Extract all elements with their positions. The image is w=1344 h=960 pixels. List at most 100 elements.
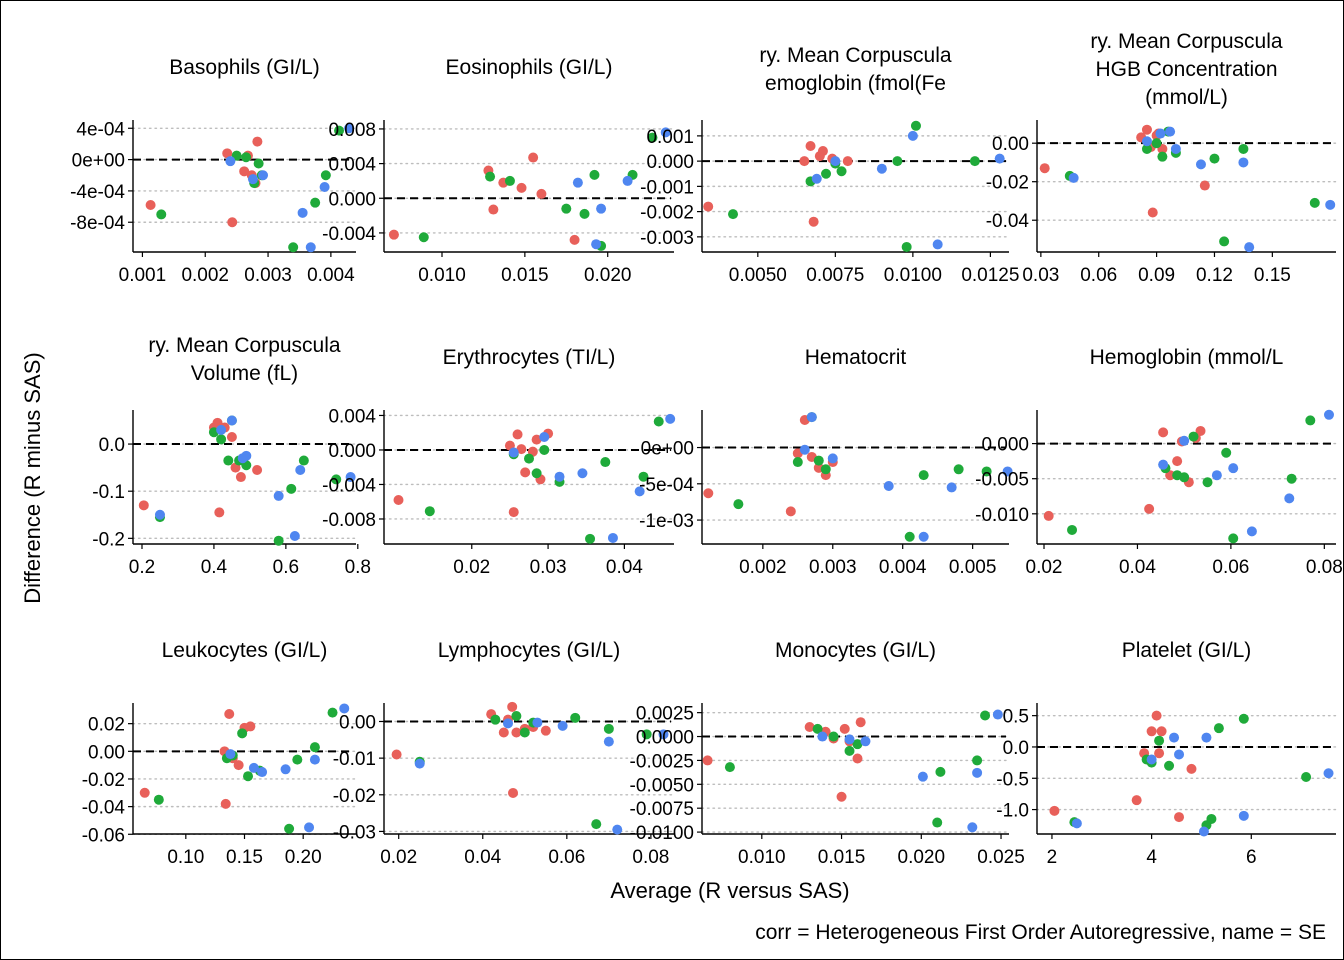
x-tick-label: 0.09 bbox=[1138, 265, 1175, 286]
data-point-red bbox=[393, 495, 404, 505]
data-point-red bbox=[785, 506, 796, 517]
y-tick-label: -0.04 bbox=[82, 798, 126, 819]
panel: Platelet (GI/L) 0.5 0.0 -0.5 -1.0 2 4 6 bbox=[996, 639, 1337, 868]
y-tick-label: 0.00 bbox=[339, 712, 376, 733]
data-point-green bbox=[901, 241, 912, 252]
data-point-red bbox=[1141, 124, 1152, 135]
data-point-green bbox=[561, 203, 572, 214]
y-tick-label: -0.0050 bbox=[630, 775, 694, 796]
data-point-blue bbox=[289, 530, 300, 541]
data-point-green bbox=[570, 712, 581, 723]
data-point-green bbox=[286, 483, 297, 494]
y-tick-label: 0.0025 bbox=[636, 704, 694, 725]
y-tick-label: -0.003 bbox=[640, 228, 694, 249]
y-tick-label: -0.004 bbox=[322, 224, 376, 245]
data-point-red bbox=[1165, 470, 1176, 481]
y-tick-label: -0.010 bbox=[975, 505, 1029, 526]
data-point-blue bbox=[1325, 199, 1336, 210]
data-point-green bbox=[298, 455, 309, 466]
x-tick-label: 0.010 bbox=[738, 847, 786, 868]
data-point-blue bbox=[907, 130, 918, 141]
x-tick-label: 0.003 bbox=[809, 557, 857, 578]
data-point-blue bbox=[305, 242, 316, 253]
panel: Monocytes (GI/L) 0.0025 0.0000-0.0025 -0.00… bbox=[630, 639, 1025, 868]
data-point-red bbox=[528, 152, 539, 163]
data-point-blue bbox=[248, 762, 259, 773]
data-point-blue bbox=[992, 709, 1003, 720]
data-point-blue bbox=[1179, 435, 1190, 446]
y-tick-label: 0e+00 bbox=[72, 151, 125, 172]
y-tick-label: -4e-04 bbox=[70, 182, 125, 203]
data-point-green bbox=[1067, 524, 1078, 535]
data-point-red bbox=[1195, 425, 1206, 436]
panel-title: Hemoglobin (mmol/L bbox=[1090, 346, 1284, 369]
data-point-red bbox=[839, 723, 850, 734]
panel: ry. Mean Corpuscula HGB Concentration (mmo… bbox=[986, 30, 1337, 286]
data-point-green bbox=[424, 506, 435, 517]
data-point-blue bbox=[612, 824, 623, 835]
data-point-blue bbox=[806, 412, 817, 423]
y-tick-label: -0.001 bbox=[640, 177, 694, 198]
data-point-green bbox=[1154, 735, 1165, 746]
data-point-blue bbox=[557, 720, 568, 731]
data-point-green bbox=[1164, 760, 1175, 771]
panel: Eosinophils (GI/L) 0.008 0.004 0.000 -0.004 0… bbox=[322, 56, 675, 286]
data-point-green bbox=[647, 132, 658, 143]
data-point-red bbox=[817, 146, 828, 157]
data-point-green bbox=[980, 710, 991, 721]
data-point-blue bbox=[860, 736, 871, 747]
data-point-blue bbox=[844, 734, 855, 745]
data-point-green bbox=[1238, 143, 1249, 154]
y-tick-label: 0.000 bbox=[981, 435, 1029, 456]
data-point-blue bbox=[917, 771, 928, 782]
y-tick-label: -5e-04 bbox=[639, 475, 694, 496]
data-point-green bbox=[511, 710, 522, 721]
y-tick-label: -1e-03 bbox=[639, 511, 694, 532]
x-tick-label: 0.06 bbox=[548, 847, 585, 868]
panel: ry. Mean Corpuscula emoglobin (fmol(Fe 0.0… bbox=[640, 44, 1019, 286]
y-tick-label: 0e+00 bbox=[641, 439, 694, 460]
data-point-blue bbox=[634, 486, 645, 497]
data-point-blue bbox=[918, 531, 929, 542]
data-point-green bbox=[1309, 197, 1320, 208]
data-point-red bbox=[1151, 710, 1162, 721]
data-point-green bbox=[1213, 723, 1224, 734]
y-axis-title: Difference (R minus SAS) bbox=[20, 352, 45, 603]
data-point-green bbox=[153, 794, 164, 805]
y-tick-label: -0.02 bbox=[333, 786, 376, 807]
x-tick-label: 0.02 bbox=[380, 847, 417, 868]
y-tick-label: -0.004 bbox=[322, 475, 376, 496]
y-tick-label: 0.000 bbox=[328, 189, 376, 210]
data-point-green bbox=[1286, 473, 1297, 484]
x-tick-label: 0.06 bbox=[1212, 557, 1249, 578]
data-point-blue bbox=[1002, 466, 1013, 477]
y-tick-label: -0.2 bbox=[92, 529, 125, 550]
x-tick-label: 0.002 bbox=[739, 557, 787, 578]
panel-title: Leukocytes (GI/L) bbox=[162, 639, 328, 662]
data-point-green bbox=[600, 457, 611, 468]
data-point-blue bbox=[502, 718, 513, 729]
x-tick-label: 0.015 bbox=[501, 265, 549, 286]
data-point-green bbox=[504, 175, 515, 186]
x-tick-label: 0.004 bbox=[879, 557, 927, 578]
data-point-green bbox=[1221, 447, 1232, 458]
data-point-red bbox=[245, 721, 256, 732]
data-point-green bbox=[653, 416, 664, 427]
data-point-red bbox=[1049, 805, 1060, 816]
x-tick-label: 0.005 bbox=[949, 557, 997, 578]
y-tick-label: -0.03 bbox=[333, 822, 376, 843]
data-point-blue bbox=[607, 532, 618, 543]
data-point-blue bbox=[1165, 126, 1176, 137]
data-point-green bbox=[820, 464, 831, 475]
data-point-red bbox=[1186, 763, 1197, 774]
y-tick-label: 0.004 bbox=[328, 155, 376, 176]
data-point-blue bbox=[297, 207, 308, 218]
data-point-blue bbox=[1211, 470, 1222, 481]
data-point-green bbox=[237, 728, 248, 739]
data-point-green bbox=[892, 156, 903, 167]
data-point-green bbox=[1219, 236, 1230, 247]
x-tick-label: 0.03 bbox=[530, 557, 567, 578]
data-point-green bbox=[724, 762, 735, 773]
y-tick-label: -0.02 bbox=[986, 173, 1029, 194]
